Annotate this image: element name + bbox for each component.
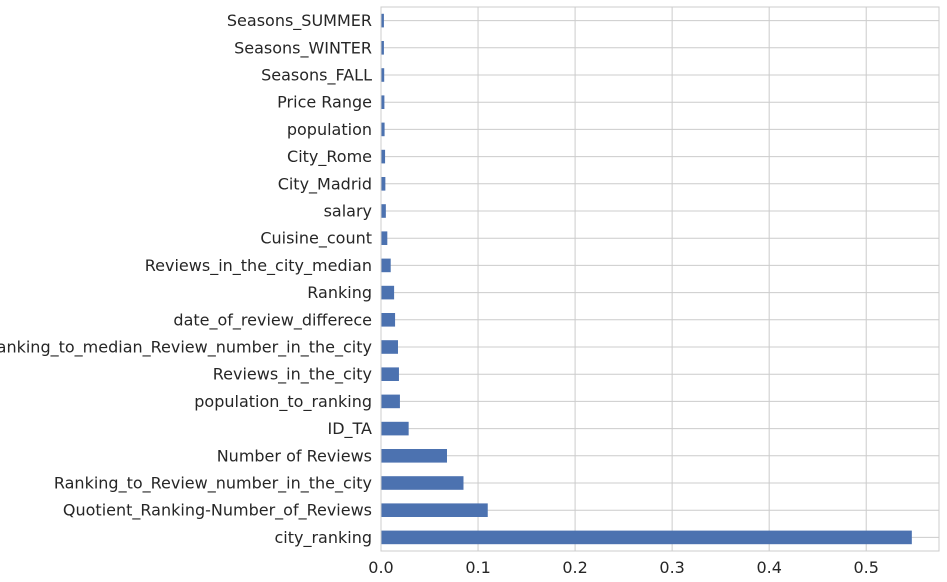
grid-lines — [380, 7, 939, 551]
bar — [381, 394, 400, 409]
y-tick-label: population — [287, 120, 372, 139]
y-tick-label: City_Rome — [287, 147, 372, 167]
y-tick-label: Ranking_to_Review_number_in_the_city — [54, 474, 372, 494]
x-tick-label: 0.0 — [368, 558, 393, 577]
y-tick-label: Number of Reviews — [217, 446, 372, 465]
bar — [381, 313, 396, 327]
x-tick-labels: 0.0 0.1 0.2 0.3 0.4 0.5 — [368, 558, 879, 577]
x-tick-label: 0.4 — [756, 558, 781, 577]
bar — [381, 449, 447, 463]
bar — [381, 285, 395, 300]
y-tick-label: date_of_review_differece — [173, 310, 372, 330]
y-tick-label: Seasons_SUMMER — [227, 11, 372, 31]
bar — [381, 231, 388, 245]
bar — [381, 421, 409, 436]
bar — [381, 177, 386, 191]
y-tick-label: Ranking_to_median_Review_number_in_the_c… — [0, 338, 372, 358]
y-tick-label: City_Madrid — [278, 174, 372, 194]
x-tick-label: 0.3 — [659, 558, 684, 577]
y-tick-label: Quotient_Ranking-Number_of_Reviews — [63, 501, 372, 521]
y-tick-label: ID_TA — [327, 419, 372, 439]
y-tick-label: Ranking — [307, 283, 372, 302]
y-tick-label: Seasons_WINTER — [234, 38, 372, 58]
x-tick-label: 0.2 — [562, 558, 587, 577]
y-tick-label: Reviews_in_the_city_median — [145, 256, 372, 276]
y-tick-label: population_to_ranking — [194, 392, 372, 412]
bars — [381, 13, 912, 545]
bar — [381, 13, 384, 28]
bar — [381, 41, 384, 55]
bar — [381, 503, 488, 517]
bar — [381, 367, 399, 381]
y-tick-label: Cuisine_count — [260, 229, 372, 249]
bar — [381, 340, 398, 354]
x-tick-label: 0.5 — [853, 558, 878, 577]
bar — [381, 530, 912, 545]
y-tick-labels: Seasons_SUMMER Seasons_WINTER Seasons_FALL… — [0, 11, 372, 548]
bar — [381, 68, 385, 82]
y-tick-label: Reviews_in_the_city — [213, 365, 372, 385]
bar — [381, 204, 386, 218]
bar — [381, 122, 385, 137]
y-tick-label: city_ranking — [274, 528, 372, 548]
y-tick-label: Seasons_FALL — [261, 66, 372, 86]
bar — [381, 476, 464, 490]
y-tick-label: salary — [324, 202, 372, 221]
y-tick-label: Price Range — [277, 93, 372, 112]
plot-frame — [380, 6, 940, 552]
x-tick-label: 0.1 — [465, 558, 490, 577]
bar — [381, 258, 391, 273]
bar — [381, 95, 385, 109]
bar — [381, 149, 386, 164]
